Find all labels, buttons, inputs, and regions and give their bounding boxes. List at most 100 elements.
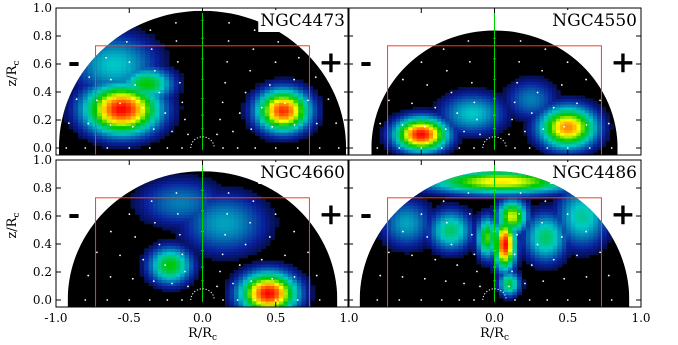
heat-cell bbox=[570, 205, 576, 209]
heat-cell bbox=[506, 112, 512, 116]
heat-cell bbox=[502, 89, 508, 94]
heat-cell bbox=[431, 242, 437, 246]
heat-cell bbox=[189, 217, 195, 222]
heat-cell bbox=[516, 232, 523, 237]
heat-cell bbox=[576, 126, 582, 131]
heat-cell bbox=[453, 109, 459, 114]
heat-cell bbox=[125, 69, 132, 74]
heat-cell bbox=[473, 123, 479, 128]
heat-cell bbox=[552, 263, 558, 268]
heat-cell bbox=[547, 98, 553, 102]
heat-cell bbox=[198, 220, 204, 225]
heat-cell bbox=[211, 239, 217, 243]
heat-cell bbox=[539, 81, 545, 85]
heat-cell bbox=[111, 82, 117, 87]
heat-cell bbox=[159, 132, 165, 136]
heat-cell bbox=[116, 56, 122, 61]
heat-cell bbox=[175, 198, 181, 203]
heat-cell bbox=[256, 282, 262, 286]
heat-cell bbox=[568, 112, 574, 116]
heat-cell bbox=[293, 105, 299, 110]
heat-cell bbox=[140, 135, 146, 140]
heat-cell bbox=[420, 109, 426, 114]
heat-cell bbox=[233, 282, 240, 286]
heat-cell bbox=[568, 132, 574, 136]
heat-cell bbox=[465, 126, 471, 131]
heat-cell bbox=[145, 96, 151, 100]
heat-cell bbox=[409, 226, 415, 231]
heat-cell bbox=[449, 109, 455, 114]
heat-cell bbox=[269, 211, 275, 216]
heat-cell bbox=[427, 229, 433, 234]
heat-cell bbox=[279, 92, 285, 97]
heat-cell bbox=[202, 192, 208, 197]
heat-cell bbox=[409, 189, 415, 194]
heat-cell bbox=[584, 226, 590, 231]
bin-marker bbox=[401, 124, 404, 126]
heat-cell bbox=[189, 260, 195, 265]
heat-cell bbox=[428, 115, 434, 119]
heat-cell bbox=[482, 106, 487, 111]
heat-cell bbox=[516, 183, 523, 188]
heat-cell bbox=[260, 288, 266, 293]
heat-cell bbox=[424, 121, 430, 125]
bin-marker bbox=[87, 122, 90, 125]
heat-cell bbox=[171, 260, 177, 265]
heat-cell bbox=[431, 214, 437, 219]
heat-cell bbox=[579, 198, 585, 203]
heat-cell bbox=[102, 27, 108, 32]
heat-cell bbox=[420, 112, 426, 116]
heat-cell bbox=[515, 101, 520, 105]
heat-cell bbox=[293, 112, 299, 117]
heat-cell bbox=[269, 99, 275, 104]
heat-cell bbox=[593, 239, 599, 243]
heat-cell bbox=[238, 217, 244, 222]
heat-cell bbox=[255, 125, 261, 130]
heat-cell bbox=[404, 208, 410, 212]
heat-cell bbox=[149, 89, 156, 94]
heat-cell bbox=[441, 146, 446, 150]
heat-cell bbox=[531, 101, 537, 105]
heat-cell bbox=[269, 232, 275, 237]
heat-cell bbox=[175, 282, 181, 286]
heat-cell bbox=[503, 229, 509, 234]
heat-cell bbox=[144, 186, 150, 191]
heat-cell bbox=[265, 297, 271, 302]
heat-cell bbox=[157, 180, 163, 185]
heat-cell bbox=[233, 205, 240, 209]
heat-cell bbox=[312, 128, 318, 133]
heat-cell bbox=[584, 146, 590, 150]
heat-cell bbox=[63, 115, 70, 120]
bin-marker bbox=[516, 81, 519, 84]
heat-cell bbox=[145, 37, 151, 41]
heat-cell bbox=[575, 192, 581, 197]
heat-cell bbox=[166, 217, 172, 222]
heat-cell bbox=[229, 202, 235, 206]
heat-cell bbox=[106, 33, 113, 38]
heat-cell bbox=[543, 236, 550, 240]
heat-cell bbox=[265, 282, 271, 286]
bin-marker bbox=[566, 147, 569, 149]
heat-cell bbox=[592, 112, 598, 116]
heat-cell bbox=[202, 245, 208, 249]
heat-cell bbox=[256, 279, 262, 283]
heat-cell bbox=[293, 125, 299, 130]
heat-cell bbox=[482, 109, 487, 114]
heat-cell bbox=[169, 89, 175, 94]
heat-cell bbox=[256, 198, 262, 203]
heat-cell bbox=[512, 236, 518, 240]
heat-cell bbox=[400, 146, 405, 150]
heat-cell bbox=[97, 118, 103, 123]
heat-cell bbox=[404, 177, 410, 182]
heat-cell bbox=[180, 269, 186, 274]
heat-cell bbox=[420, 143, 426, 148]
heat-cell bbox=[441, 140, 446, 145]
heat-cell bbox=[382, 239, 388, 243]
heat-cell bbox=[469, 109, 475, 114]
heat-cell bbox=[264, 89, 271, 94]
heat-cell bbox=[472, 214, 478, 219]
heat-cell bbox=[220, 217, 226, 222]
heat-cell bbox=[588, 138, 594, 142]
bin-marker bbox=[150, 48, 153, 51]
heat-cell bbox=[449, 217, 455, 222]
